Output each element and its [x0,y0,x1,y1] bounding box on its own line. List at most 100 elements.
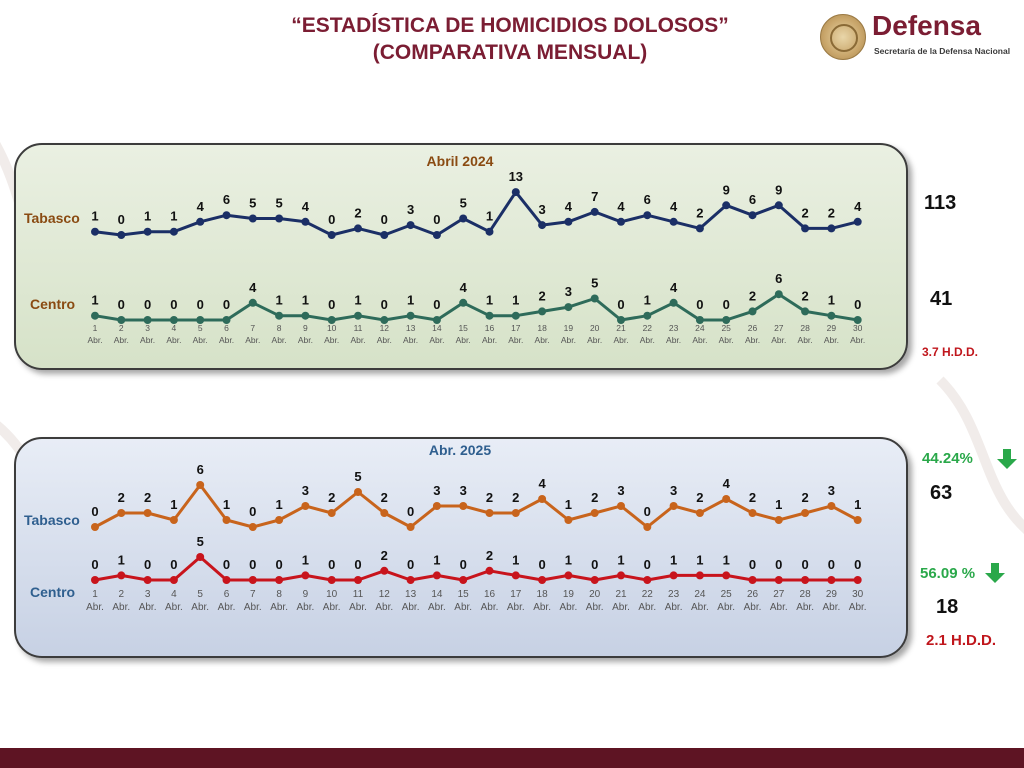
data-label-tabasco-2025: 1 [854,497,861,512]
data-label-tabasco-2025: 4 [723,476,731,491]
data-point-tabasco-2025 [643,523,652,531]
data-point-centro-2025 [117,571,126,580]
x-tick-label: 2 Abr. [112,589,130,613]
data-point-centro-2025 [301,571,310,580]
data-point-centro-2025 [91,576,99,584]
x-tick-label: 20 Abr. [587,323,602,345]
data-point-tabasco-2024 [590,207,599,216]
data-label-tabasco-2025: 3 [617,483,624,498]
total-centro-2025: 18 [936,596,959,618]
data-label-centro-2024: 2 [749,288,756,303]
logo-subtitle: Secretaría de la Defensa Nacional [874,46,1011,56]
data-label-centro-2024: 0 [723,297,730,312]
data-point-centro-2025 [538,576,547,584]
data-point-centro-2024 [248,298,257,307]
data-point-centro-2024 [354,311,362,320]
data-point-centro-2024 [222,316,231,324]
data-label-tabasco-2024: 0 [433,212,440,227]
data-point-centro-2024 [485,311,494,320]
x-tick-label: 19 Abr. [560,589,578,613]
x-tick-label: 9 Abr. [297,589,315,613]
data-label-centro-2024: 1 [486,293,493,308]
national-seal-icon [820,14,866,60]
x-tick-label: 12 Abr. [377,323,392,345]
data-point-centro-2025 [169,576,178,584]
data-label-tabasco-2025: 0 [644,504,651,519]
data-point-tabasco-2024 [91,227,99,236]
data-label-tabasco-2025: 1 [565,497,572,512]
x-tick-label: 10 Abr. [324,323,339,345]
data-label-centro-2024: 0 [328,297,335,312]
data-point-tabasco-2024 [406,221,415,230]
data-point-centro-2025 [827,576,836,584]
data-label-centro-2025: 0 [775,557,782,572]
data-point-tabasco-2025 [406,523,415,531]
data-label-tabasco-2025: 2 [144,490,151,505]
data-point-tabasco-2024 [853,217,862,226]
data-label-tabasco-2025: 1 [275,497,282,512]
data-label-tabasco-2024: 1 [144,209,151,224]
data-point-centro-2025 [695,571,704,580]
data-label-tabasco-2025: 5 [354,469,361,484]
data-label-centro-2025: 0 [801,557,808,572]
data-point-centro-2025 [143,576,152,584]
data-point-tabasco-2024 [801,224,810,233]
data-point-tabasco-2024 [196,217,205,226]
data-point-centro-2024 [801,307,810,316]
page-title: “ESTADÍSTICA DE HOMICIDIOS DOLOSOS” (COM… [230,12,790,66]
data-label-tabasco-2025: 2 [696,490,703,505]
data-label-tabasco-2024: 0 [381,212,388,227]
data-point-centro-2024 [380,316,389,324]
data-label-centro-2025: 5 [197,534,204,549]
data-point-tabasco-2025 [248,523,257,531]
data-point-tabasco-2024 [327,231,336,239]
x-tick-label: 29 Abr. [823,589,841,613]
data-label-centro-2024: 4 [460,280,468,295]
data-point-tabasco-2025 [722,495,731,503]
data-point-centro-2025 [354,576,362,584]
x-tick-label: 18 Abr. [535,323,550,345]
x-tick-label: 18 Abr. [533,589,551,613]
data-label-tabasco-2024: 9 [723,182,730,197]
data-point-tabasco-2025 [117,509,126,517]
data-label-tabasco-2024: 4 [617,199,625,214]
data-label-tabasco-2025: 2 [486,490,493,505]
series-label-tabasco-2024: Tabasco [24,210,80,226]
data-point-centro-2024 [432,316,441,324]
data-label-centro-2024: 1 [354,293,361,308]
data-label-tabasco-2025: 0 [249,504,256,519]
data-label-centro-2025: 2 [381,548,388,563]
x-tick-label: 5 Abr. [193,323,208,345]
data-label-tabasco-2025: 2 [749,490,756,505]
data-point-centro-2024 [275,311,284,320]
data-point-centro-2024 [853,316,862,324]
data-point-centro-2025 [801,576,810,584]
x-tick-label: 5 Abr. [191,589,209,613]
data-point-centro-2025 [722,571,731,580]
series-line-centro-2024 [94,292,858,322]
x-tick-label: 1 Abr. [87,323,102,345]
x-tick-label: 29 Abr. [824,323,839,345]
data-label-tabasco-2024: 7 [591,189,598,204]
data-label-tabasco-2025: 4 [538,476,546,491]
data-label-centro-2024: 0 [381,297,388,312]
data-label-centro-2025: 0 [460,557,467,572]
x-tick-label: 6 Abr. [219,323,234,345]
data-point-centro-2025 [485,566,494,575]
data-label-centro-2025: 1 [696,552,703,567]
x-tick-label: 7 Abr. [245,323,260,345]
panel-april-2025 [14,437,908,658]
data-label-tabasco-2025: 3 [302,483,309,498]
x-tick-label: 3 Abr. [139,589,157,613]
data-label-tabasco-2024: 6 [644,192,651,207]
data-label-centro-2024: 0 [223,297,230,312]
down-arrow-icon [997,449,1017,469]
data-point-tabasco-2024 [275,214,284,223]
x-tick-label: 15 Abr. [456,323,471,345]
data-label-centro-2024: 1 [828,293,835,308]
data-point-tabasco-2025 [590,509,599,517]
data-label-centro-2025: 0 [591,557,598,572]
x-tick-label: 24 Abr. [692,323,707,345]
data-point-tabasco-2024 [459,214,468,223]
